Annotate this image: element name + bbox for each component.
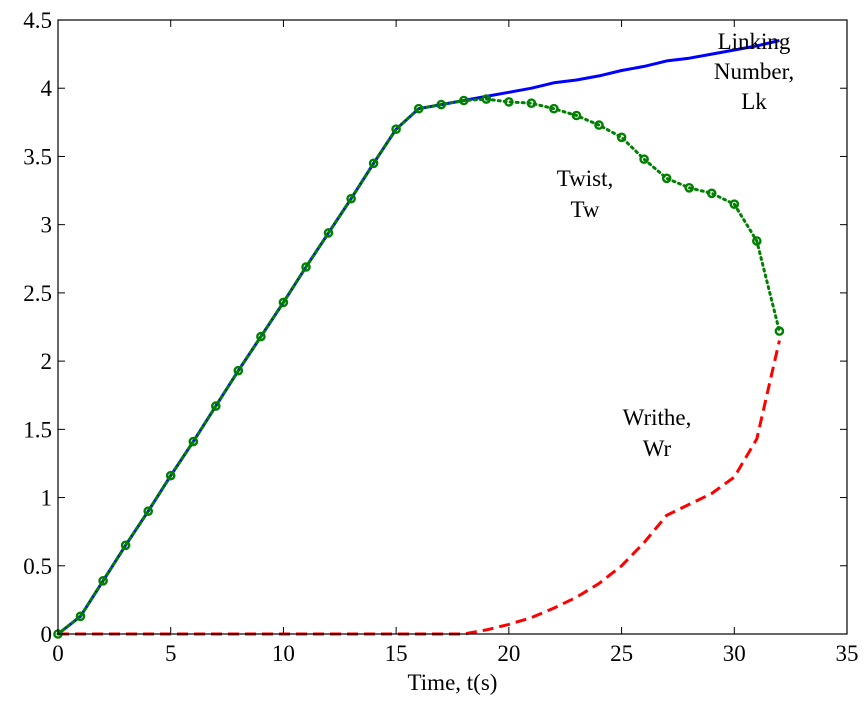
series-marker-tw bbox=[571, 110, 582, 121]
series-marker-tw bbox=[256, 331, 266, 342]
plot-area-frame bbox=[57, 19, 848, 635]
y-tick-label: 0 bbox=[41, 622, 53, 647]
y-tick-label: 1.5 bbox=[23, 417, 52, 442]
series-marker-tw bbox=[684, 182, 695, 193]
axis-ticks: 0 5 10 15 20 25 30 35 0 0.5 1 1.5 2 2.5 3 3.5 4 4.5 bbox=[23, 8, 858, 666]
annotation-tw: Tw bbox=[570, 197, 599, 222]
series-marker-tw bbox=[549, 103, 559, 114]
x-tick-label: 0 bbox=[52, 641, 64, 666]
series-marker-tw bbox=[188, 436, 199, 447]
series-marker-tw bbox=[210, 401, 221, 411]
series-marker-tw bbox=[752, 236, 762, 246]
series-marker-tw bbox=[706, 188, 717, 199]
y-tick-label: 1 bbox=[41, 486, 53, 511]
series-marker-tw bbox=[616, 132, 627, 143]
annotation-lk: Lk bbox=[741, 89, 767, 114]
annotation-wr: Writhe, bbox=[623, 405, 692, 430]
series-line-tw bbox=[56, 97, 781, 636]
series-marker-tw bbox=[165, 470, 176, 481]
series-marker-tw bbox=[391, 124, 401, 134]
series-marker-tw bbox=[639, 154, 649, 164]
series-marker-tw bbox=[233, 365, 244, 376]
series-marker-tw bbox=[661, 173, 672, 184]
x-tick-label: 5 bbox=[165, 641, 177, 666]
annotation-lk: Linking bbox=[718, 29, 791, 54]
annotation-lk: Number, bbox=[714, 59, 794, 84]
x-tick-label: 10 bbox=[272, 641, 295, 666]
series-marker-tw bbox=[346, 193, 356, 204]
series-marker-tw bbox=[481, 94, 492, 104]
series-marker-tw bbox=[75, 611, 86, 622]
series-marker-tw bbox=[301, 262, 311, 272]
annotations: Linking Number, Lk Twist, Tw Writhe, Wr bbox=[557, 29, 794, 461]
y-tick-label: 4 bbox=[41, 76, 53, 101]
series-marker-tw bbox=[143, 506, 153, 517]
x-tick-label: 20 bbox=[497, 641, 520, 666]
series-marker-tw bbox=[458, 95, 469, 106]
x-tick-label: 25 bbox=[610, 641, 633, 666]
x-tick-label: 30 bbox=[723, 641, 746, 666]
x-tick-label: 35 bbox=[836, 641, 859, 666]
y-tick-label: 0.5 bbox=[23, 554, 52, 579]
series-marker-tw bbox=[774, 326, 785, 336]
series-marker-tw bbox=[98, 576, 108, 586]
y-tick-label: 2.5 bbox=[23, 281, 52, 306]
y-tick-label: 3 bbox=[41, 213, 53, 238]
series-marker-tw bbox=[413, 103, 424, 114]
y-tick-label: 2 bbox=[41, 349, 53, 374]
series-marker-tw bbox=[504, 97, 514, 107]
series-marker-tw bbox=[278, 297, 289, 308]
series-marker-tw bbox=[526, 98, 537, 108]
y-tick-label: 3.5 bbox=[23, 144, 52, 169]
y-tick-label: 4.5 bbox=[23, 8, 52, 33]
series-marker-tw bbox=[594, 120, 604, 130]
annotation-wr: Wr bbox=[643, 436, 672, 461]
annotation-tw: Twist, bbox=[557, 166, 614, 191]
series-marker-tw bbox=[120, 540, 131, 551]
x-tick-label: 15 bbox=[385, 641, 408, 666]
series-marker-tw bbox=[323, 228, 334, 238]
series-marker-tw bbox=[436, 99, 447, 110]
series-marker-tw bbox=[368, 158, 379, 169]
x-axis-label: Time, t(s) bbox=[408, 670, 498, 695]
series-marker-tw bbox=[729, 199, 740, 209]
